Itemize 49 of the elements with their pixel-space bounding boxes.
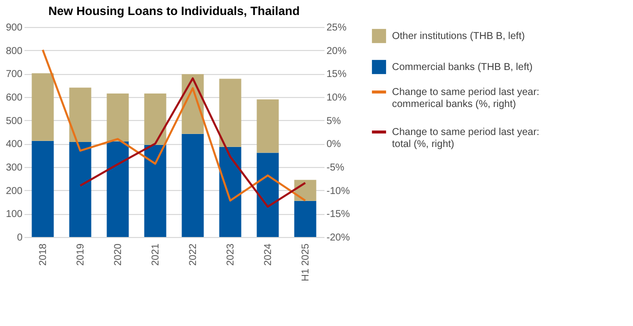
x-tick-label: 2024 — [262, 243, 274, 266]
y2-tick-label: -20% — [326, 232, 350, 244]
y2-tick-label: 10% — [326, 92, 347, 104]
y-tick-label: 300 — [6, 162, 23, 174]
bar — [69, 142, 92, 237]
y2-tick-label: 15% — [326, 69, 347, 80]
bar — [144, 94, 166, 145]
bar — [32, 140, 54, 237]
line-series — [79, 77, 306, 208]
y-tick-label: 800 — [6, 46, 23, 57]
legend-label: Other institutions (THB B, left) — [392, 31, 525, 42]
x-tick-label: 2021 — [150, 243, 162, 266]
x-tick-label: 2019 — [75, 243, 86, 266]
line-series — [42, 48, 306, 202]
y2-tick-label: 0% — [326, 139, 342, 150]
y2-tick-label: -5% — [326, 162, 344, 174]
bar — [294, 200, 316, 237]
y-tick-label: 600 — [6, 92, 23, 104]
bar — [219, 78, 242, 147]
x-tick-label: 2023 — [225, 243, 236, 266]
x-tick-label: H1 2025 — [300, 243, 312, 282]
bar — [256, 99, 279, 153]
y-tick-label: 200 — [6, 186, 23, 197]
legend-label: Change to same period last year: commerical banks (%, right) — [392, 87, 540, 110]
y2-tick-label: 20% — [326, 46, 347, 57]
bar — [106, 94, 129, 142]
y-tick-label: 900 — [6, 22, 23, 34]
x-tick-label: 2020 — [112, 243, 124, 266]
bar — [32, 73, 54, 141]
y-tick-label: 700 — [6, 69, 23, 80]
y-tick-label: 100 — [6, 209, 23, 220]
y-tick-label: 400 — [6, 139, 23, 150]
x-tick-label: 2022 — [188, 243, 199, 266]
bar — [144, 144, 166, 237]
bar — [106, 141, 129, 237]
bar — [182, 134, 204, 237]
chart-title: New Housing Loans to Individuals, Thailand — [48, 4, 300, 18]
bar — [69, 88, 92, 142]
y2-tick-label: -10% — [326, 186, 350, 197]
legend-label: Change to same period last year: total (%, right) — [392, 127, 540, 150]
x-tick-label: 2018 — [38, 243, 49, 266]
y2-tick-label: 5% — [326, 116, 342, 127]
legend-label: Commercial banks (THB B, left) — [392, 62, 533, 73]
y2-tick-label: -15% — [326, 209, 350, 220]
y-tick-label: 500 — [6, 116, 23, 127]
bar — [256, 152, 279, 237]
y2-tick-label: 25% — [326, 22, 347, 34]
bar — [219, 146, 242, 237]
y-tick-label: 0 — [16, 232, 23, 244]
